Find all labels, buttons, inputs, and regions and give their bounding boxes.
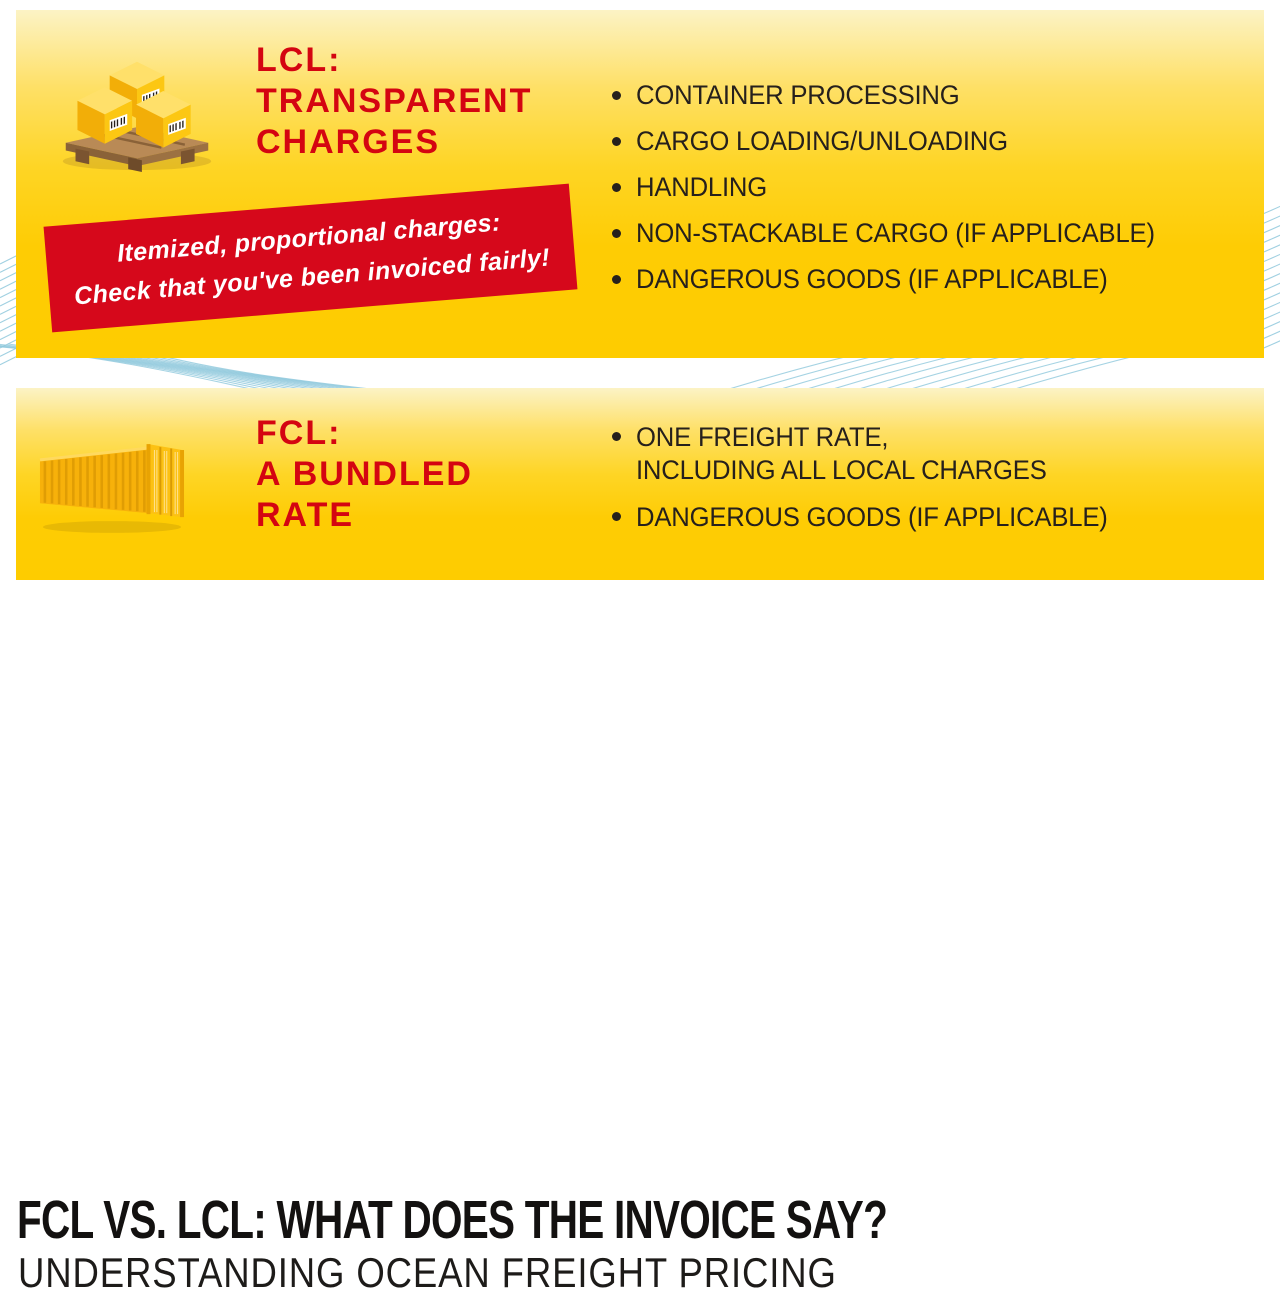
list-item: CONTAINER PROCESSING bbox=[612, 72, 1182, 118]
bullet-text: CARGO LOADING/UNLOADING bbox=[636, 125, 1008, 156]
bullet-text: ONE FREIGHT RATE, INCLUDING ALL LOCAL CH… bbox=[636, 421, 1068, 487]
bullet-text: DANGEROUS GOODS (IF APPLICABLE) bbox=[636, 263, 1108, 294]
list-item: CARGO LOADING/UNLOADING bbox=[612, 118, 1182, 164]
lcl-title-line: LCL: bbox=[256, 41, 342, 79]
page-title: FCL VS. LCL: WHAT DOES THE INVOICE SAY? bbox=[17, 1190, 888, 1250]
bullet-dot bbox=[612, 228, 621, 238]
bullet-text: CONTAINER PROCESSING bbox=[636, 79, 960, 110]
fcl-title-line: FCL: bbox=[256, 414, 342, 452]
footer-section: FCL VS. LCL: WHAT DOES THE INVOICE SAY? … bbox=[0, 580, 1280, 1296]
bullet-dot bbox=[612, 90, 621, 100]
fcl-bullet-list: ONE FREIGHT RATE, INCLUDING ALL LOCAL CH… bbox=[612, 421, 1132, 534]
fcl-title-line: RATE bbox=[256, 496, 355, 534]
bullet-dot bbox=[612, 512, 621, 521]
list-item: NON-STACKABLE CARGO (IF APPLICABLE) bbox=[612, 210, 1182, 256]
lcl-bullet-list: CONTAINER PROCESSING CARGO LOADING/UNLOA… bbox=[612, 72, 1182, 302]
lcl-title-line: CHARGES bbox=[256, 123, 441, 161]
infographic-canvas: LCL: TRANSPARENT CHARGES Itemized, propo… bbox=[0, 10, 1280, 1296]
list-item: HANDLING bbox=[612, 164, 1182, 210]
bullet-dot bbox=[612, 274, 621, 284]
list-item: DANGEROUS GOODS (IF APPLICABLE) bbox=[612, 256, 1182, 302]
lcl-panel: LCL: TRANSPARENT CHARGES Itemized, propo… bbox=[16, 10, 1264, 358]
bullet-dot bbox=[612, 136, 621, 146]
fcl-title: FCL: A BUNDLED RATE bbox=[256, 413, 473, 536]
barcode-label bbox=[109, 113, 128, 132]
bullet-text-line: ONE FREIGHT RATE, bbox=[636, 422, 889, 452]
page-subtitle: UNDERSTANDING OCEAN FREIGHT PRICING bbox=[18, 1249, 837, 1296]
bullet-text-line: INCLUDING ALL LOCAL CHARGES bbox=[636, 455, 1047, 485]
lcl-callout-banner: Itemized, proportional charges: Check th… bbox=[43, 183, 578, 333]
bullet-text: NON-STACKABLE CARGO (IF APPLICABLE) bbox=[636, 217, 1155, 248]
bullet-text: HANDLING bbox=[636, 171, 768, 202]
list-item: DANGEROUS GOODS (IF APPLICABLE) bbox=[612, 501, 1132, 534]
barcode-label bbox=[168, 117, 186, 135]
fcl-panel: FCL: A BUNDLED RATE ONE FREIGHT RATE, IN… bbox=[16, 388, 1264, 580]
fcl-title-line: A BUNDLED bbox=[256, 455, 473, 493]
lcl-title: LCL: TRANSPARENT CHARGES bbox=[256, 40, 532, 163]
pallet-boxes-icon bbox=[62, 61, 212, 172]
bullet-text: DANGEROUS GOODS (IF APPLICABLE) bbox=[636, 502, 1108, 532]
shipping-container-icon bbox=[39, 444, 185, 533]
list-item: ONE FREIGHT RATE, INCLUDING ALL LOCAL CH… bbox=[612, 421, 1132, 487]
bullet-dot bbox=[612, 182, 621, 192]
bullet-dot bbox=[612, 432, 621, 441]
lcl-title-line: TRANSPARENT bbox=[256, 82, 533, 120]
